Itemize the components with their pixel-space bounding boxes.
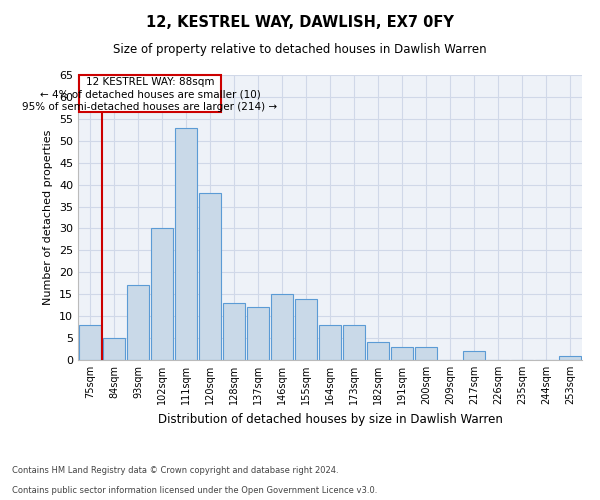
- X-axis label: Distribution of detached houses by size in Dawlish Warren: Distribution of detached houses by size …: [158, 412, 502, 426]
- Text: Size of property relative to detached houses in Dawlish Warren: Size of property relative to detached ho…: [113, 42, 487, 56]
- Bar: [175, 128, 197, 360]
- Bar: [79, 325, 101, 360]
- Text: ← 4% of detached houses are smaller (10): ← 4% of detached houses are smaller (10): [40, 90, 260, 100]
- Bar: [319, 325, 341, 360]
- Text: 12 KESTREL WAY: 88sqm: 12 KESTREL WAY: 88sqm: [86, 76, 214, 86]
- Bar: [295, 298, 317, 360]
- Y-axis label: Number of detached properties: Number of detached properties: [43, 130, 53, 305]
- Bar: [103, 338, 125, 360]
- Bar: [559, 356, 581, 360]
- Bar: [463, 351, 485, 360]
- Bar: [199, 194, 221, 360]
- Bar: [343, 325, 365, 360]
- Bar: [223, 303, 245, 360]
- Bar: [79, 75, 221, 112]
- Bar: [415, 347, 437, 360]
- Bar: [151, 228, 173, 360]
- Bar: [127, 286, 149, 360]
- Bar: [367, 342, 389, 360]
- Text: 95% of semi-detached houses are larger (214) →: 95% of semi-detached houses are larger (…: [22, 102, 278, 112]
- Bar: [271, 294, 293, 360]
- Bar: [391, 347, 413, 360]
- Text: Contains public sector information licensed under the Open Government Licence v3: Contains public sector information licen…: [12, 486, 377, 495]
- Text: Contains HM Land Registry data © Crown copyright and database right 2024.: Contains HM Land Registry data © Crown c…: [12, 466, 338, 475]
- Text: 12, KESTREL WAY, DAWLISH, EX7 0FY: 12, KESTREL WAY, DAWLISH, EX7 0FY: [146, 15, 454, 30]
- Bar: [247, 308, 269, 360]
